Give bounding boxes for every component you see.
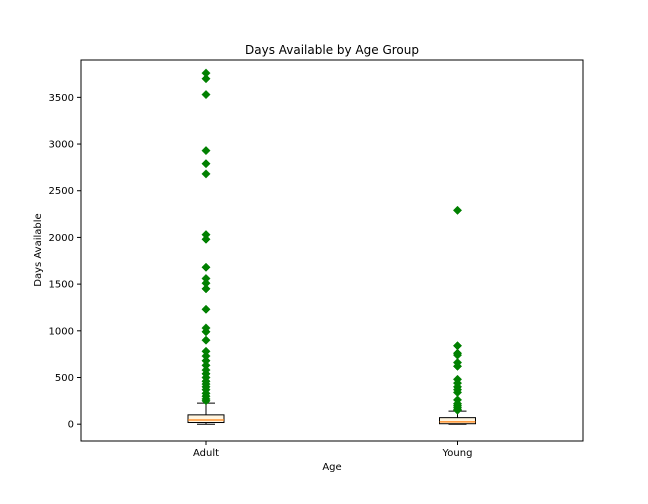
x-tick-label: Adult bbox=[193, 448, 219, 459]
outlier-point bbox=[452, 361, 463, 371]
outlier-point bbox=[201, 169, 211, 179]
x-tick-label: Young bbox=[442, 448, 473, 459]
y-tick-label: 2000 bbox=[49, 233, 74, 244]
y-tick-label: 2500 bbox=[49, 186, 74, 197]
outlier-point bbox=[452, 205, 463, 215]
y-axis: 0 500 1000 1500 2000 2500 3000 3500 bbox=[49, 93, 81, 431]
outlier-point bbox=[201, 146, 211, 156]
box-adult bbox=[187, 68, 225, 425]
x-axis-label: Age bbox=[322, 462, 341, 473]
plot-frame bbox=[80, 59, 584, 442]
outlier-point bbox=[452, 405, 463, 415]
y-axis-label: Days Available bbox=[33, 213, 44, 286]
y-tick-label: 1000 bbox=[49, 326, 74, 337]
plot-area bbox=[187, 68, 476, 425]
x-axis: Adult Young bbox=[193, 441, 472, 459]
outlier-point bbox=[201, 304, 211, 314]
outlier-point bbox=[201, 396, 211, 406]
outlier-point bbox=[201, 159, 211, 169]
outlier-point bbox=[201, 262, 211, 272]
box-young bbox=[439, 205, 476, 425]
box-iqr bbox=[187, 414, 225, 424]
chart-title: Days Available by Age Group bbox=[245, 43, 419, 57]
outlier-point bbox=[201, 234, 211, 244]
outlier-point bbox=[201, 284, 211, 294]
outlier-point bbox=[201, 89, 211, 100]
y-tick-label: 0 bbox=[68, 420, 74, 431]
box-iqr bbox=[439, 417, 476, 425]
y-tick-label: 500 bbox=[55, 373, 74, 384]
y-tick-label: 1500 bbox=[49, 280, 74, 291]
y-tick-label: 3000 bbox=[49, 140, 74, 151]
y-tick-label: 3500 bbox=[49, 93, 74, 104]
outlier-point bbox=[201, 74, 211, 84]
outlier-point bbox=[201, 335, 211, 345]
